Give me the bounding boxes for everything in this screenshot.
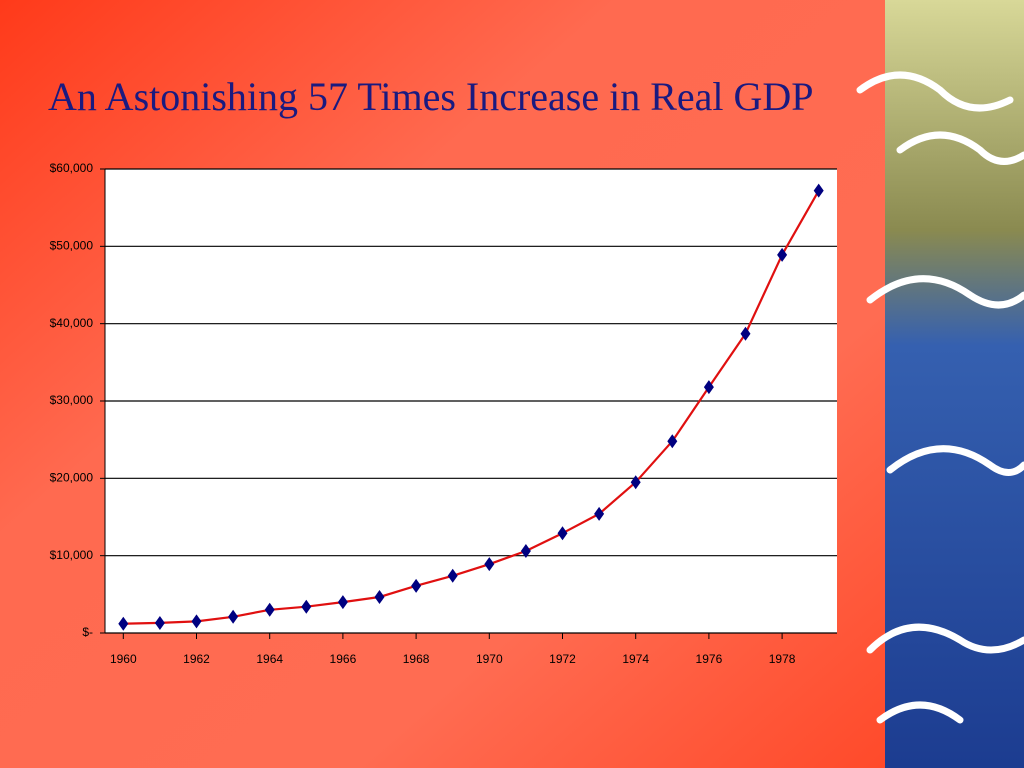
data-point — [301, 599, 312, 614]
data-point — [154, 615, 165, 630]
x-tick-label: 1962 — [183, 652, 210, 666]
data-point — [337, 595, 348, 610]
x-tick-label: 1960 — [110, 652, 137, 666]
data-point — [374, 590, 385, 605]
y-tick-label: $60,000 — [50, 161, 94, 175]
data-point — [228, 609, 239, 624]
x-tick-label: 1966 — [330, 652, 357, 666]
data-point — [118, 616, 129, 631]
wave-panel — [885, 0, 1024, 768]
data-point — [520, 544, 531, 559]
x-tick-label: 1972 — [549, 652, 576, 666]
data-point — [191, 614, 202, 629]
x-tick-label: 1978 — [769, 652, 796, 666]
data-point — [484, 557, 495, 572]
y-tick-label: $20,000 — [50, 471, 94, 485]
data-point — [264, 602, 275, 617]
y-tick-label: $40,000 — [50, 316, 94, 330]
data-point — [447, 568, 458, 583]
y-tick-label: $30,000 — [50, 393, 94, 407]
data-point — [703, 380, 714, 395]
data-point — [594, 506, 605, 521]
y-tick-label: $- — [82, 625, 93, 639]
x-tick-label: 1964 — [256, 652, 283, 666]
chart-title: An Astonishing 57 Times Increase in Real… — [48, 74, 814, 119]
data-point — [740, 326, 751, 341]
y-tick-label: $50,000 — [50, 239, 94, 253]
y-tick-label: $10,000 — [50, 548, 94, 562]
data-point — [557, 526, 568, 541]
x-tick-label: 1970 — [476, 652, 503, 666]
data-point — [667, 434, 678, 449]
data-point — [777, 247, 788, 262]
data-point — [630, 475, 641, 490]
x-tick-label: 1974 — [622, 652, 649, 666]
data-line — [123, 190, 820, 625]
x-tick-label: 1976 — [696, 652, 723, 666]
data-point — [813, 183, 824, 198]
x-tick-label: 1968 — [403, 652, 430, 666]
wave-decoration — [856, 71, 1024, 724]
data-point — [411, 578, 422, 593]
